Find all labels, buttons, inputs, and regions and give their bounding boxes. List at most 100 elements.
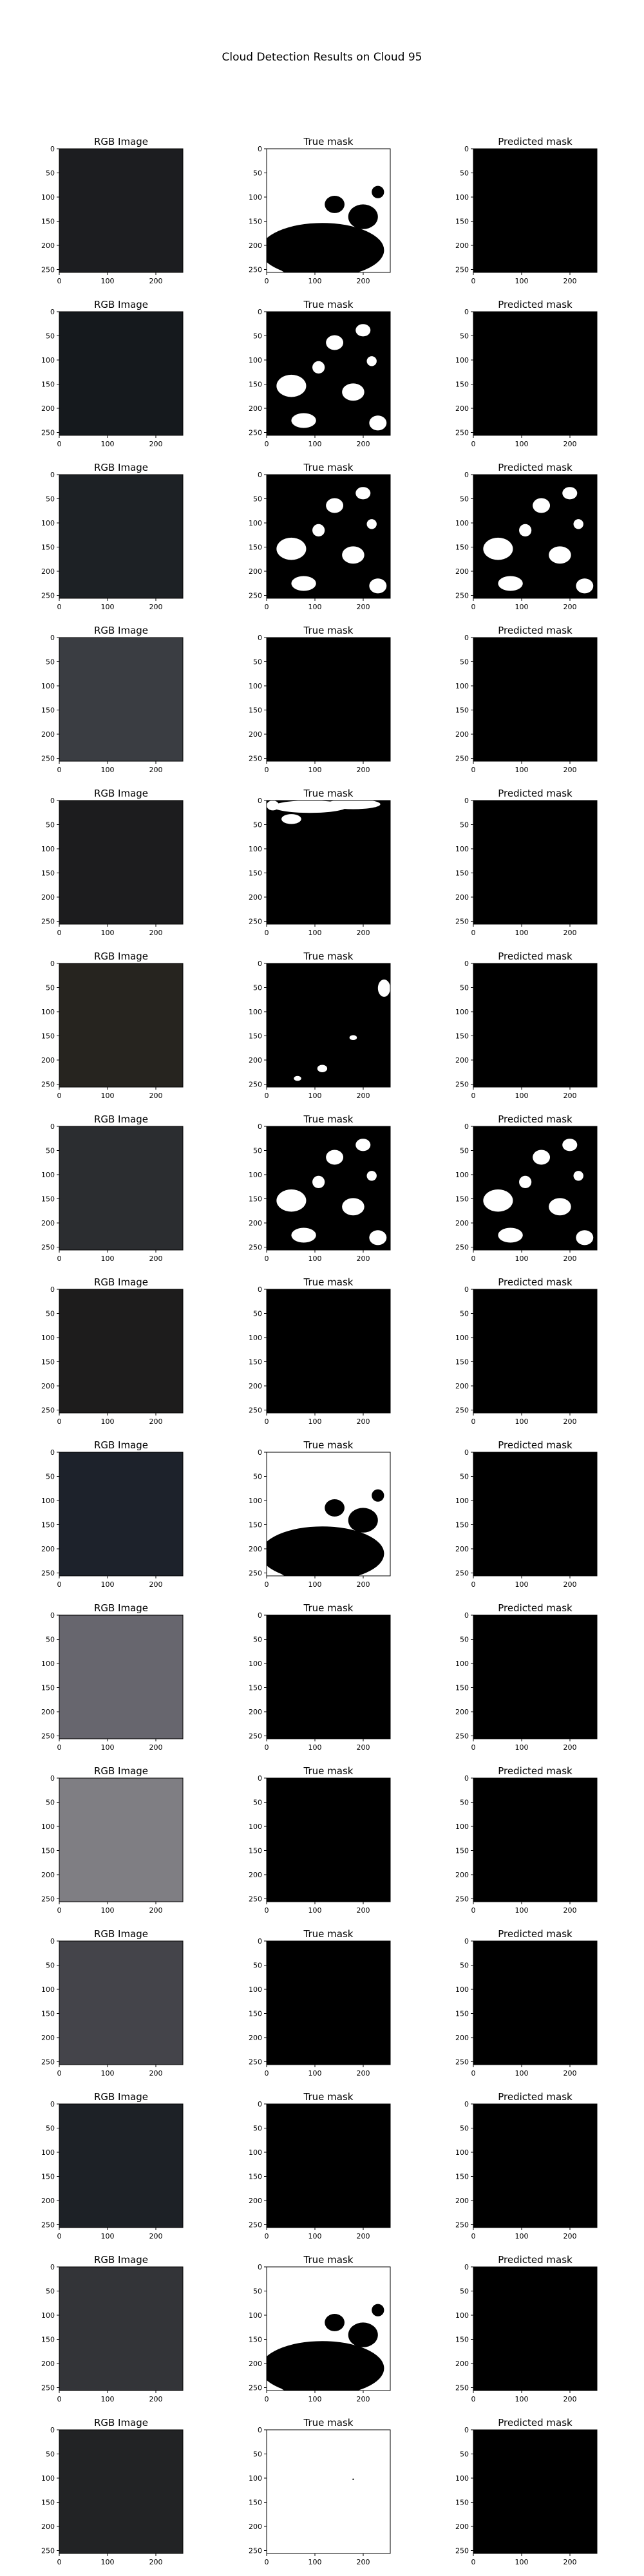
image-fill: [59, 475, 183, 598]
y-tick-label: 150: [455, 1195, 469, 1204]
y-tick-label: 250: [249, 1895, 262, 1904]
subplot-title: RGB Image: [94, 1113, 148, 1125]
y-tick-label: 50: [46, 332, 55, 341]
x-tick-label: 0: [471, 2558, 476, 2566]
x-tick-label: 0: [265, 1743, 269, 1752]
axes-frame: [59, 148, 184, 273]
y-tick-label: 250: [249, 1081, 262, 1089]
subplot-title: RGB Image: [94, 2091, 148, 2103]
axes-frame: [59, 637, 184, 762]
y-tick-label: 50: [253, 1147, 262, 1155]
rgb-image: [59, 1778, 183, 1902]
y-tick-label: 200: [249, 893, 262, 902]
mask-background: [473, 1452, 597, 1576]
y-tick-label: 150: [455, 2499, 469, 2507]
y-tick-label: 100: [249, 2474, 262, 2483]
y-tick-label: 100: [41, 2148, 55, 2157]
y-tick-label: 50: [460, 495, 469, 504]
y-tick-label: 250: [249, 2547, 262, 2555]
y-tick-label: 250: [249, 592, 262, 600]
y-tick-label: 250: [41, 2058, 55, 2067]
axes-frame: [266, 148, 391, 273]
axes-frame: [266, 1777, 391, 1902]
y-tick-label: 100: [41, 1008, 55, 1016]
mask-image: [473, 638, 597, 761]
x-tick-label: 0: [57, 1743, 62, 1752]
y-tick-label: 100: [455, 845, 469, 853]
cloud-blob: [326, 230, 356, 253]
x-tick-label: 200: [149, 2232, 163, 2240]
y-tick-label: 150: [249, 381, 262, 389]
mask-image: [267, 2104, 390, 2228]
y-tick-label: 0: [464, 2100, 469, 2108]
cloud-blob: [562, 487, 578, 500]
y-tick-label: 100: [249, 682, 262, 690]
axes-frame: [59, 963, 184, 1088]
y-tick-label: 150: [455, 381, 469, 389]
axes-frame: [266, 1940, 391, 2065]
y-tick-label: 250: [455, 2384, 469, 2392]
x-tick-label: 0: [265, 603, 269, 611]
y-tick-label: 150: [455, 869, 469, 878]
y-tick-label: 0: [258, 471, 262, 479]
axes-frame: [59, 1940, 184, 2065]
y-tick-label: 200: [41, 1871, 55, 1879]
subplot-title: RGB Image: [94, 2254, 148, 2266]
y-tick-label: 250: [41, 1081, 55, 1089]
y-tick-label: 150: [41, 1684, 55, 1692]
subplot-title: Predicted mask: [498, 299, 573, 310]
y-tick-label: 50: [460, 1636, 469, 1644]
y-tick-label: 150: [41, 218, 55, 226]
subplot-title: True mask: [303, 1439, 354, 1451]
y-tick-label: 200: [41, 242, 55, 250]
x-tick-label: 100: [101, 766, 115, 774]
cloud-blob: [326, 1533, 356, 1557]
cloud-blob: [342, 1198, 365, 1216]
cloud-blob: [369, 415, 387, 431]
y-tick-label: 0: [258, 1937, 262, 1946]
x-tick-label: 0: [471, 603, 476, 611]
axes-frame: [473, 148, 598, 273]
cloud-blob: [533, 498, 551, 513]
x-tick-label: 0: [57, 2232, 62, 2240]
axes-frame: [266, 963, 391, 1088]
x-tick-label: 0: [57, 1580, 62, 1589]
y-tick-label: 0: [464, 1122, 469, 1131]
x-tick-label: 0: [57, 440, 62, 448]
y-tick-label: 0: [464, 471, 469, 479]
rgb-image: [59, 2430, 183, 2553]
y-tick-label: 150: [249, 1195, 262, 1204]
axes-frame: [59, 800, 184, 925]
rgb-image: [59, 1289, 183, 1413]
x-tick-label: 0: [471, 2395, 476, 2403]
x-tick-label: 0: [265, 440, 269, 448]
y-tick-label: 100: [249, 1660, 262, 1668]
x-tick-label: 200: [357, 277, 370, 285]
x-tick-label: 200: [357, 1906, 370, 1915]
y-tick-label: 250: [455, 1569, 469, 1578]
y-tick-label: 150: [41, 1358, 55, 1367]
x-tick-label: 200: [149, 440, 163, 448]
x-tick-label: 100: [101, 1092, 115, 1100]
y-tick-label: 150: [41, 2010, 55, 2018]
y-tick-label: 200: [249, 2197, 262, 2205]
cloud-blob: [369, 578, 387, 594]
x-tick-label: 0: [471, 1092, 476, 1100]
y-tick-label: 50: [46, 1147, 55, 1155]
y-tick-label: 50: [460, 1310, 469, 1318]
x-tick-label: 200: [357, 1092, 370, 1100]
y-tick-label: 0: [50, 1285, 55, 1294]
y-tick-label: 100: [41, 1334, 55, 1342]
y-tick-label: 100: [41, 519, 55, 527]
y-tick-label: 50: [46, 658, 55, 667]
subplot-title: Predicted mask: [498, 1928, 573, 1940]
y-tick-label: 50: [460, 658, 469, 667]
cloud-blob: [576, 1230, 594, 1245]
y-tick-label: 100: [455, 2474, 469, 2483]
axes-frame: [266, 1452, 391, 1577]
